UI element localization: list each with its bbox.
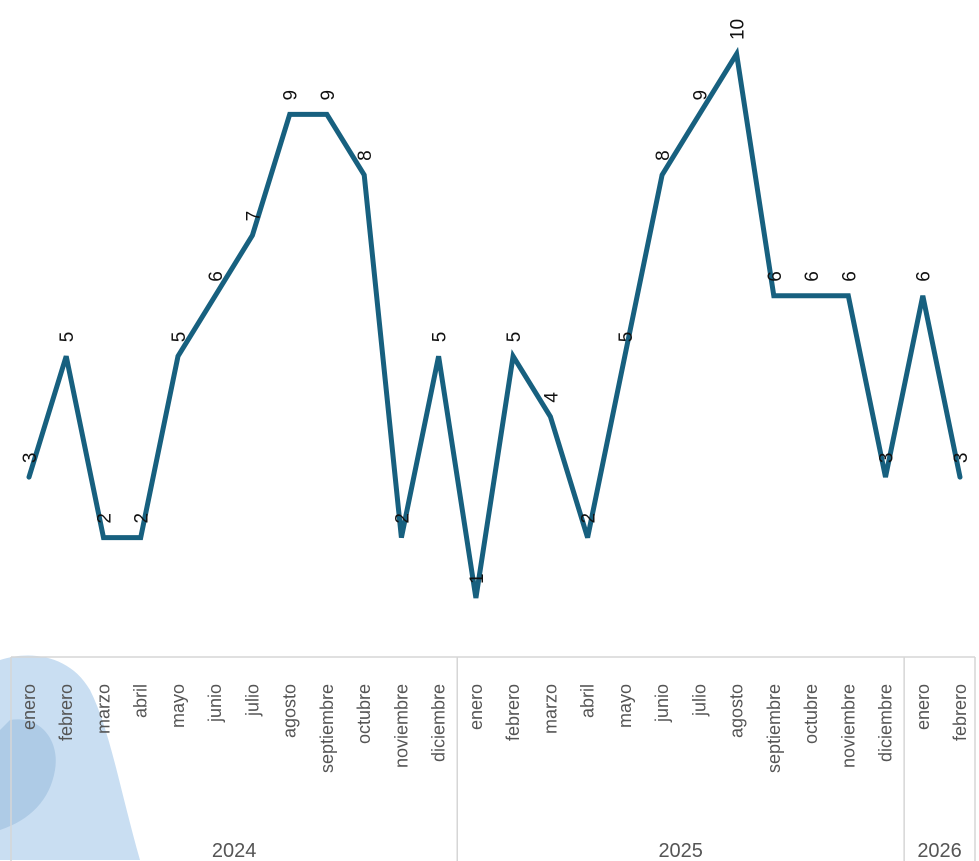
- month-tick-label: diciembre: [876, 684, 896, 762]
- data-label: 5: [504, 332, 525, 343]
- series-line-layer: [26, 46, 963, 599]
- month-tick-label: febrero: [950, 684, 970, 741]
- month-tick-label: abril: [578, 684, 598, 718]
- month-tick-label: enero: [19, 684, 39, 730]
- month-tick-label: agosto: [727, 684, 747, 738]
- data-label: 5: [616, 332, 637, 343]
- year-label: 2026: [917, 840, 962, 861]
- year-label: 2024: [212, 840, 257, 861]
- data-label: 10: [728, 19, 749, 40]
- month-tick-label: agosto: [280, 684, 300, 738]
- data-label: 6: [802, 271, 823, 282]
- month-tick-label: mayo: [168, 684, 188, 728]
- data-label: 2: [132, 513, 153, 524]
- month-tick-label: noviembre: [838, 684, 858, 768]
- month-tick-label: octubre: [801, 684, 821, 744]
- data-label: 1: [467, 573, 488, 584]
- month-tick-label: enero: [466, 684, 486, 730]
- data-label: 5: [169, 332, 190, 343]
- month-tick-label: septiembre: [764, 684, 784, 773]
- data-label: 2: [392, 513, 413, 524]
- data-label: 3: [951, 453, 972, 464]
- data-label: 3: [20, 453, 41, 464]
- data-label: 8: [653, 150, 674, 161]
- data-label: 5: [57, 332, 78, 343]
- data-label: 5: [430, 332, 451, 343]
- month-tick-label: abril: [131, 684, 151, 718]
- month-tick-label: septiembre: [317, 684, 337, 773]
- series-line: [26, 46, 963, 599]
- data-label: 2: [94, 513, 115, 524]
- month-tick-label: marzo: [93, 684, 113, 734]
- data-label: 6: [839, 271, 860, 282]
- month-tick-label: marzo: [540, 684, 560, 734]
- month-tick-label: junio: [652, 684, 672, 723]
- month-tick-label: febrero: [503, 684, 523, 741]
- month-tick-label: febrero: [56, 684, 76, 741]
- data-label: 8: [355, 150, 376, 161]
- month-tick-label: noviembre: [391, 684, 411, 768]
- month-tick-label: julio: [242, 684, 262, 717]
- month-tick-label: octubre: [354, 684, 374, 744]
- month-tick-label: diciembre: [429, 684, 449, 762]
- data-label: 9: [318, 90, 339, 101]
- year-label: 2025: [658, 840, 703, 861]
- data-label: 6: [206, 271, 227, 282]
- data-label: 6: [914, 271, 935, 282]
- data-label: 6: [765, 271, 786, 282]
- data-label: 7: [243, 211, 264, 222]
- data-labels: 3 5 2 2 5 6 7 9 9 8 2 5 1 5 4 2 5 8 9 10 6 6 6 3 6 3: [20, 19, 972, 584]
- data-label: 9: [281, 90, 302, 101]
- data-label: 9: [690, 90, 711, 101]
- month-tick-label: julio: [689, 684, 709, 717]
- watermark-logo: [0, 655, 140, 860]
- month-tick-label: mayo: [615, 684, 635, 728]
- data-label: 4: [541, 392, 562, 403]
- data-label: 2: [579, 513, 600, 524]
- data-label: 3: [877, 453, 898, 464]
- month-tick-label: enero: [913, 684, 933, 730]
- month-tick-label: junio: [205, 684, 225, 723]
